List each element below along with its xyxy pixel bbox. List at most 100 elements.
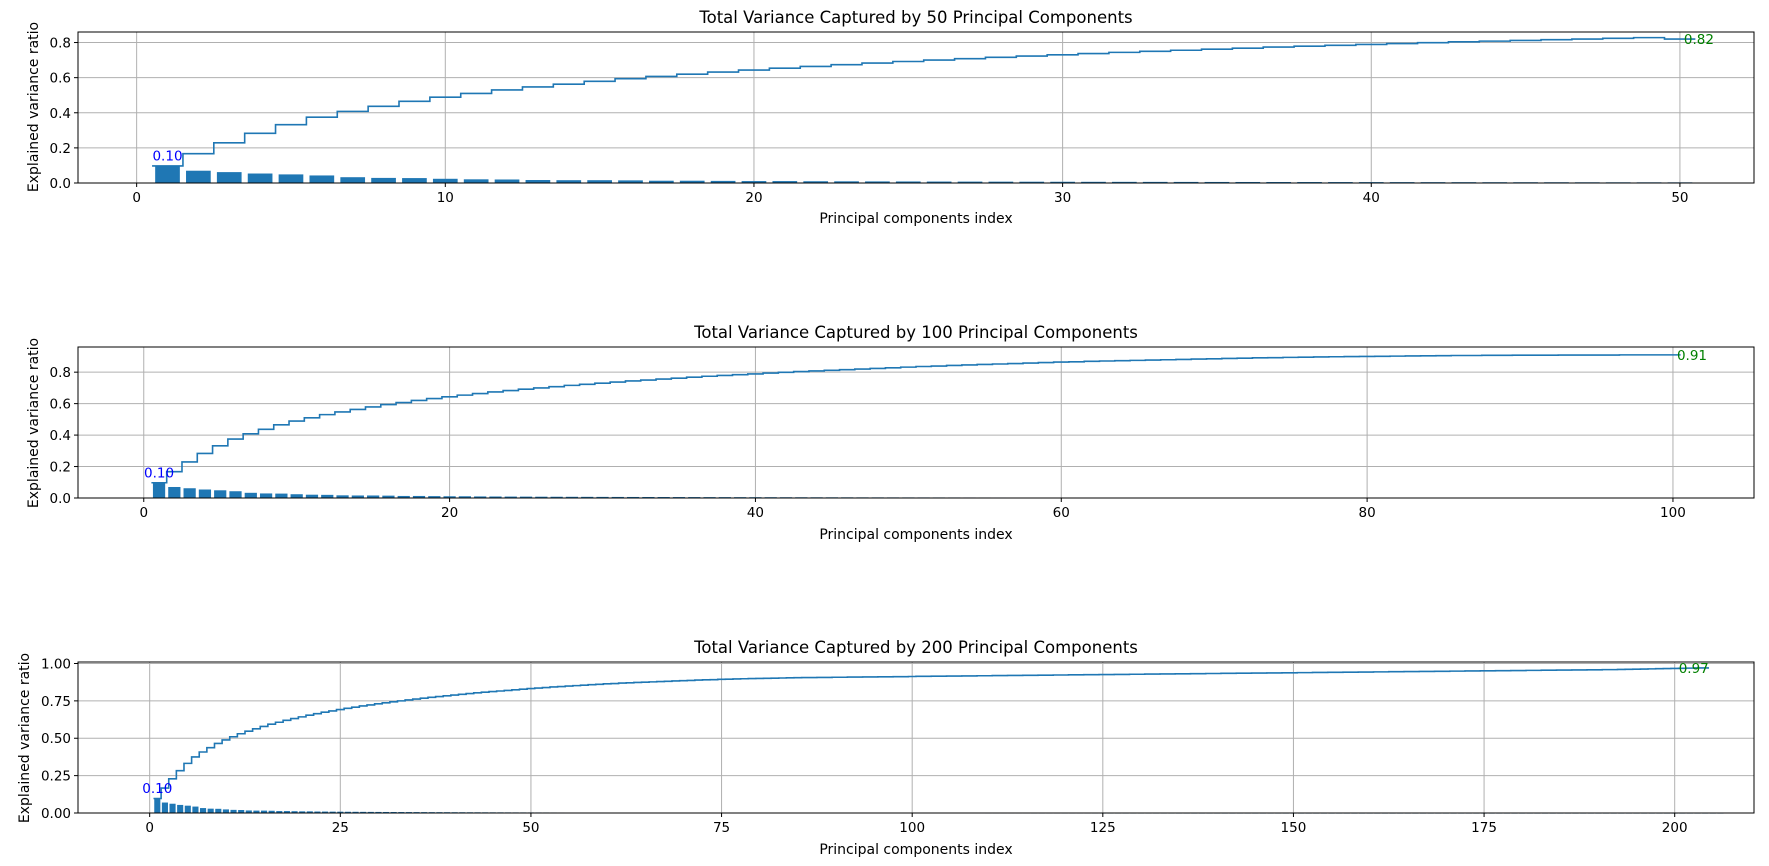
- subplot-100-components: Total Variance Captured by 100 Principal…: [26, 323, 1755, 543]
- cumulative-total-annotation: 0.91: [1677, 348, 1707, 364]
- variance-bar: [299, 811, 306, 813]
- variance-bar: [535, 496, 548, 498]
- cumulative-total-annotation: 0.82: [1684, 32, 1714, 48]
- variance-bar: [402, 178, 427, 183]
- first-component-annotation: 0.10: [152, 148, 182, 164]
- variance-bar: [200, 808, 207, 813]
- subplot-200-components: Total Variance Captured by 200 Principal…: [17, 638, 1755, 858]
- x-tick-label: 100: [1660, 505, 1686, 521]
- x-tick-label: 50: [522, 820, 539, 836]
- variance-bar: [168, 486, 181, 498]
- variance-bar: [581, 496, 594, 498]
- variance-bar: [957, 181, 983, 183]
- y-tick-label: 0.6: [50, 71, 71, 87]
- variance-bar: [679, 180, 705, 183]
- x-tick-label: 20: [441, 505, 458, 521]
- variance-bar: [383, 811, 390, 813]
- y-tick-label: 0.2: [50, 141, 71, 157]
- variance-bar: [309, 175, 335, 183]
- y-tick-label: 0.75: [41, 694, 71, 710]
- variance-bar: [458, 496, 472, 498]
- x-tick-label: 20: [745, 190, 762, 206]
- y-tick-label: 0.8: [50, 365, 71, 381]
- x-axis-label: Principal components index: [819, 527, 1012, 543]
- x-tick-label: 125: [1090, 820, 1116, 836]
- y-tick-label: 0.6: [50, 397, 71, 413]
- variance-bar: [216, 172, 242, 183]
- variance-bar: [290, 494, 303, 498]
- variance-bar: [556, 180, 582, 183]
- x-tick-label: 100: [899, 820, 925, 836]
- variance-bar: [268, 810, 275, 813]
- variance-bar: [443, 496, 456, 498]
- variance-bar: [895, 181, 921, 183]
- variance-bar: [618, 180, 643, 183]
- variance-bar: [155, 165, 180, 183]
- y-axis-label: Explained variance ratio: [17, 653, 33, 823]
- variance-bar: [367, 811, 374, 813]
- variance-bar: [340, 177, 366, 183]
- variance-bar: [1142, 181, 1168, 183]
- variance-bar: [382, 495, 395, 498]
- x-tick-label: 60: [1053, 505, 1070, 521]
- plot-area: 0 25 50 75 100 125 150 175 200 0.00 0.25 0.50 0.75 1.…: [41, 656, 1755, 836]
- y-tick-label: 0.8: [50, 36, 71, 52]
- variance-bar: [322, 811, 329, 813]
- x-tick-label: 25: [332, 820, 349, 836]
- variance-bar: [214, 490, 227, 498]
- variance-bar: [1235, 181, 1261, 183]
- variance-bar: [245, 810, 252, 813]
- variance-bar: [278, 174, 304, 183]
- first-component-annotation: 0.10: [144, 465, 174, 481]
- variance-bar: [772, 181, 798, 183]
- variance-bar: [519, 496, 533, 498]
- x-tick-label: 0: [132, 190, 141, 206]
- variance-bar: [247, 173, 273, 183]
- variance-bar: [154, 798, 161, 813]
- variance-bar: [596, 496, 609, 498]
- x-tick-label: 75: [713, 820, 730, 836]
- y-tick-label: 0.25: [41, 769, 71, 785]
- variance-bar: [259, 493, 273, 498]
- variance-bar: [803, 181, 829, 183]
- variance-bar: [834, 181, 859, 183]
- x-tick-label: 10: [437, 190, 454, 206]
- x-tick-label: 40: [747, 505, 764, 521]
- variance-bar: [371, 177, 396, 183]
- variance-bar: [177, 804, 184, 813]
- first-component-annotation: 0.10: [142, 781, 172, 797]
- variance-bar: [525, 180, 551, 183]
- axes-frame: [77, 31, 1755, 184]
- variance-bar: [1019, 181, 1045, 183]
- variance-bar: [230, 809, 237, 813]
- variance-bar: [329, 811, 336, 813]
- variance-bar: [1050, 181, 1075, 183]
- variance-bar: [1081, 181, 1106, 183]
- x-axis-label: Principal components index: [819, 211, 1012, 227]
- variance-bar: [283, 811, 290, 813]
- subplot-50-components: Total Variance Captured by 50 Principal …: [26, 8, 1755, 227]
- variance-bar: [238, 810, 245, 813]
- variance-bar: [306, 811, 313, 813]
- chart-title: Total Variance Captured by 100 Principal…: [693, 323, 1138, 342]
- variance-bar: [337, 811, 344, 813]
- variance-bar: [321, 494, 334, 498]
- y-tick-label: 0.0: [50, 491, 71, 507]
- x-tick-label: 175: [1471, 820, 1497, 836]
- variance-bar: [276, 811, 283, 813]
- variance-bar: [314, 811, 321, 813]
- y-tick-label: 0.0: [50, 176, 71, 192]
- x-tick-label: 30: [1054, 190, 1071, 206]
- y-tick-label: 0.4: [50, 428, 71, 444]
- variance-bar: [261, 810, 268, 813]
- variance-bar: [741, 181, 767, 183]
- variance-bar: [1111, 181, 1137, 183]
- variance-bar: [275, 493, 288, 498]
- variance-bar: [587, 180, 612, 183]
- variance-bar: [198, 489, 212, 498]
- variance-bar: [305, 494, 319, 498]
- cumulative-total-annotation: 0.97: [1679, 661, 1709, 677]
- variance-bar: [352, 811, 359, 813]
